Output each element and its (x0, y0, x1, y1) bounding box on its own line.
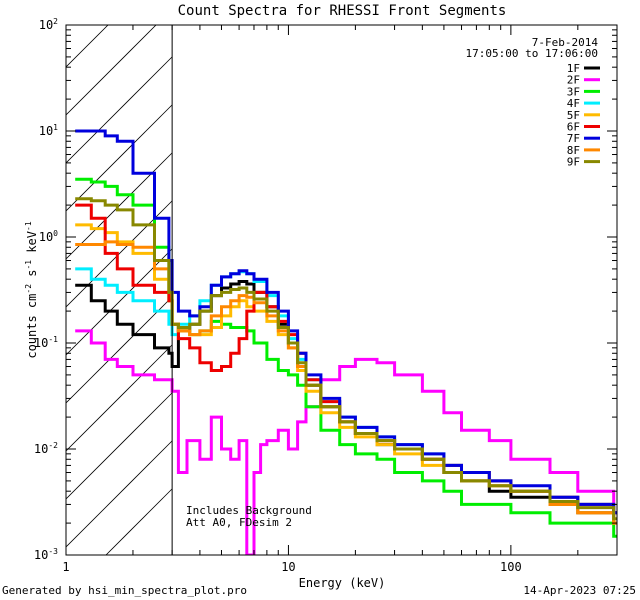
hatch-line (66, 104, 173, 212)
hatch-line (66, 392, 173, 500)
series-7F (75, 129, 617, 515)
legend-label-4F: 4F (567, 97, 580, 110)
hatch-line (66, 440, 173, 548)
annotation-background: Includes Background (186, 504, 312, 517)
hatch-line (66, 344, 173, 452)
legend-label-3F: 3F (567, 85, 580, 98)
plot-frame (65, 24, 618, 556)
plot-time-range: 17:05:00 to 17:06:00 (466, 47, 598, 60)
legend-label-6F: 6F (567, 121, 580, 134)
y-tick-label: 100 (39, 229, 58, 244)
y-axis-label: counts cm-2 s-1 keV-1 (24, 221, 39, 358)
hatch-line (66, 25, 109, 68)
series-layer (75, 129, 617, 555)
series-6F (75, 203, 617, 515)
hatch-line (66, 152, 173, 260)
legend-label-7F: 7F (567, 132, 580, 145)
series-8F (75, 240, 617, 525)
y-tick-label: 101 (39, 123, 58, 138)
x-tick-labels: 1 10 100 (62, 560, 521, 574)
annotation-attenuator: Att A0, FDesim 2 (186, 516, 292, 529)
y-tick-label: 10-2 (34, 441, 58, 456)
x-tick-label: 1 (62, 560, 69, 574)
hatch-line (66, 296, 173, 404)
legend-label-9F: 9F (567, 156, 580, 169)
hatch-line (66, 0, 172, 19)
y-tick-label: 102 (39, 17, 58, 32)
series-4F (75, 267, 617, 515)
series-2F (75, 329, 617, 555)
x-tick-label: 10 (281, 560, 295, 574)
hatch-line (66, 56, 173, 164)
legend-label-5F: 5F (567, 109, 580, 122)
legend-label-2F: 2F (567, 74, 580, 87)
hatch-line (66, 248, 173, 356)
axis-ticks (65, 25, 618, 556)
chart-title: Count Spectra for RHESSI Front Segments (178, 3, 507, 19)
hatch-line (105, 488, 173, 555)
series-9F (75, 197, 617, 521)
legend-label-1F: 1F (567, 62, 580, 75)
y-tick-label: 10-1 (34, 335, 58, 350)
generated-by: Generated by hsi_min_spectra_plot.pro (2, 584, 247, 597)
y-tick-label: 10-3 (34, 547, 58, 562)
series-3F (75, 177, 617, 538)
hatched-region (66, 0, 173, 555)
footer-timestamp: 14-Apr-2023 07:25 (523, 584, 636, 597)
plot-date: 7-Feb-2014 (532, 36, 599, 49)
legend-label-8F: 8F (567, 144, 580, 157)
y-tick-labels: 102 101 100 10-1 10-2 10-3 (34, 17, 58, 562)
hatch-line (66, 25, 157, 116)
x-axis-label: Energy (keV) (299, 576, 386, 590)
x-tick-label: 100 (500, 560, 522, 574)
